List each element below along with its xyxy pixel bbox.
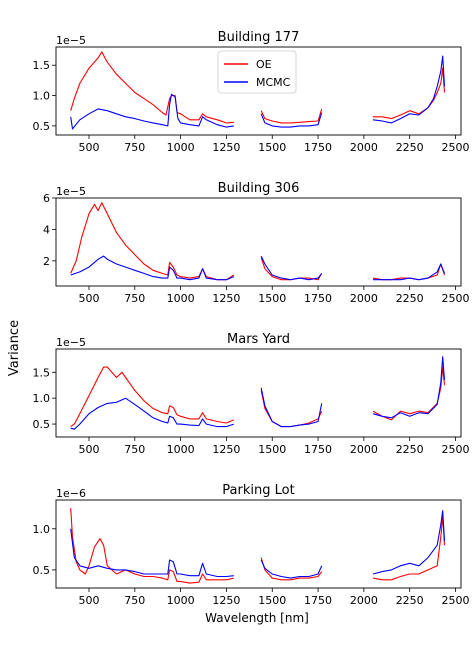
x-tick-label: 1750 [304, 443, 332, 456]
legend-label-mcmc: MCMC [256, 76, 291, 89]
series-line-mcmc [260, 255, 323, 281]
series-line-mcmc [70, 93, 234, 130]
subplot-title: Parking Lot [222, 483, 294, 498]
subplot-title: Building 177 [218, 30, 300, 45]
series-line-mcmc [372, 55, 446, 124]
y-tick-label: 1.0 [33, 392, 51, 405]
series-line-mcmc [70, 255, 235, 281]
series-line-mcmc [70, 528, 234, 578]
y-tick-label: 4 [43, 223, 50, 236]
series-line-oe [260, 390, 323, 428]
axes-frame [55, 499, 462, 589]
y-tick-label: 1.5 [33, 59, 51, 72]
axes-frame [55, 197, 462, 287]
axes-frame [55, 46, 462, 136]
series-line-oe [372, 263, 446, 281]
series-line-mcmc [372, 356, 446, 419]
x-tick-label: 1000 [167, 141, 195, 154]
series-line-mcmc [373, 263, 446, 281]
y-axis-label: Variance [7, 320, 22, 376]
subplot-title: Mars Yard [227, 332, 290, 347]
x-tick-label: 500 [78, 292, 99, 305]
y-tick-label: 0.5 [33, 564, 51, 577]
x-tick-label: 1000 [167, 443, 195, 456]
y-exponent-label: 1e−5 [56, 336, 86, 349]
series-line-oe [70, 508, 234, 584]
y-tick-label: 1.0 [33, 523, 51, 536]
y-exponent-label: 1e−5 [56, 185, 86, 198]
x-tick-label: 2500 [442, 443, 470, 456]
x-tick-label: 1000 [167, 594, 195, 607]
x-tick-label: 750 [124, 292, 145, 305]
x-tick-label: 1250 [212, 141, 240, 154]
y-tick-label: 1.5 [33, 366, 51, 379]
x-tick-label: 1750 [304, 292, 332, 305]
series-line-oe [70, 51, 234, 124]
series-line-oe [373, 67, 446, 120]
series-group [70, 51, 446, 130]
x-tick-label: 2500 [442, 292, 470, 305]
x-tick-label: 1500 [258, 594, 286, 607]
x-axis-label: Wavelength [nm] [205, 611, 309, 625]
series-group [70, 508, 446, 584]
x-tick-label: 1500 [258, 443, 286, 456]
x-tick-label: 1250 [212, 594, 240, 607]
x-tick-label: 2500 [442, 594, 470, 607]
x-tick-label: 2250 [396, 594, 424, 607]
x-tick-label: 750 [124, 594, 145, 607]
x-tick-label: 500 [78, 141, 99, 154]
x-tick-label: 1750 [304, 594, 332, 607]
y-tick-label: 0.5 [33, 418, 51, 431]
x-tick-label: 2000 [350, 292, 378, 305]
x-tick-label: 1000 [167, 292, 195, 305]
x-tick-label: 2250 [396, 292, 424, 305]
series-group [70, 356, 446, 430]
series-line-oe [372, 366, 446, 421]
x-tick-label: 2000 [350, 443, 378, 456]
x-tick-label: 500 [78, 443, 99, 456]
x-tick-label: 2500 [442, 141, 470, 154]
y-tick-label: 0.5 [33, 120, 51, 133]
series-line-oe [70, 202, 235, 281]
subplot-0: Building 177 1e−5 500 750 1000 1250 1500 1750 20… [33, 30, 470, 154]
x-tick-label: 1250 [212, 443, 240, 456]
series-line-oe [372, 515, 446, 581]
series-line-oe [70, 366, 235, 428]
series-line-oe [260, 257, 323, 281]
legend-label-oe: OE [256, 58, 272, 71]
x-tick-label: 1500 [258, 292, 286, 305]
x-tick-label: 2250 [396, 141, 424, 154]
x-tick-label: 750 [124, 141, 145, 154]
x-tick-label: 750 [124, 443, 145, 456]
x-tick-label: 2000 [350, 141, 378, 154]
y-tick-label: 2 [43, 255, 50, 268]
series-group [70, 202, 446, 281]
x-tick-label: 1500 [258, 141, 286, 154]
y-exponent-label: 1e−6 [56, 487, 86, 500]
subplot-2: Mars Yard 1e−5 500 750 1000 1250 1500 1750 2000 2… [33, 332, 470, 456]
subplot-1: Building 306 1e−5 500 750 1000 1250 1500 1750 20… [43, 181, 470, 305]
y-tick-label: 1.0 [33, 90, 51, 103]
series-line-oe [260, 108, 323, 124]
x-tick-label: 2000 [350, 594, 378, 607]
x-tick-label: 2250 [396, 443, 424, 456]
legend: OE MCMC [217, 50, 297, 94]
series-line-mcmc [70, 397, 234, 430]
x-tick-label: 1250 [212, 292, 240, 305]
subplot-title: Building 306 [218, 181, 300, 196]
series-line-mcmc [260, 112, 323, 128]
x-tick-label: 1750 [304, 141, 332, 154]
subplot-3: Parking Lot 1e−6 500 750 1000 1250 1500 1750 200… [33, 483, 470, 607]
x-tick-label: 500 [78, 594, 99, 607]
series-line-mcmc [260, 559, 323, 579]
series-line-mcmc [260, 387, 323, 428]
series-line-mcmc [372, 510, 446, 575]
axes-frame [55, 348, 462, 438]
series-line-oe [260, 557, 323, 581]
y-exponent-label: 1e−5 [56, 34, 86, 47]
y-tick-label: 6 [43, 192, 50, 205]
